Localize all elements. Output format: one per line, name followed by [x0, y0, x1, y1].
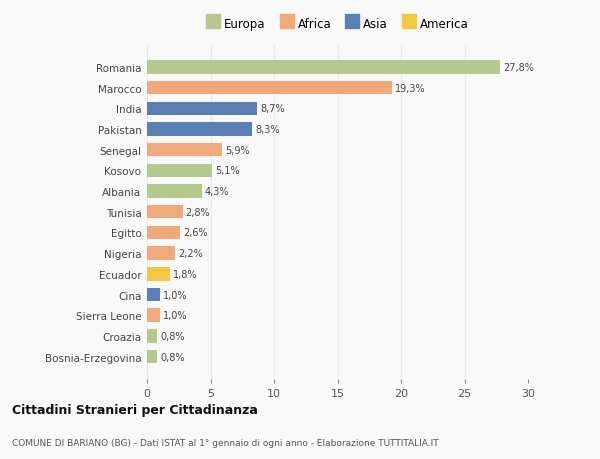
Bar [147, 226, 180, 240]
Bar [147, 82, 392, 95]
Bar [147, 206, 182, 219]
Text: COMUNE DI BARIANO (BG) - Dati ISTAT al 1° gennaio di ogni anno - Elaborazione TU: COMUNE DI BARIANO (BG) - Dati ISTAT al 1… [12, 438, 439, 447]
Bar [147, 309, 160, 322]
Bar [147, 164, 212, 178]
Bar [147, 247, 175, 260]
Text: 1,0%: 1,0% [163, 311, 187, 320]
Bar [147, 144, 222, 157]
Text: 4,3%: 4,3% [205, 187, 229, 196]
Text: 19,3%: 19,3% [395, 84, 426, 93]
Bar [147, 102, 257, 116]
Text: 5,1%: 5,1% [215, 166, 239, 176]
Text: 2,2%: 2,2% [178, 249, 203, 258]
Bar [147, 185, 202, 198]
Bar [147, 330, 157, 343]
Text: 0,8%: 0,8% [160, 331, 185, 341]
Legend: Europa, Africa, Asia, America: Europa, Africa, Asia, America [204, 16, 471, 34]
Text: 5,9%: 5,9% [225, 146, 250, 155]
Text: Cittadini Stranieri per Cittadinanza: Cittadini Stranieri per Cittadinanza [12, 403, 258, 416]
Text: 8,3%: 8,3% [256, 125, 280, 134]
Text: 2,6%: 2,6% [183, 228, 208, 238]
Text: 2,8%: 2,8% [186, 207, 211, 217]
Bar [147, 61, 500, 74]
Bar [147, 288, 160, 302]
Text: 1,8%: 1,8% [173, 269, 197, 279]
Text: 27,8%: 27,8% [503, 63, 534, 73]
Bar [147, 350, 157, 364]
Bar [147, 123, 253, 136]
Text: 8,7%: 8,7% [260, 104, 285, 114]
Bar [147, 268, 170, 281]
Text: 1,0%: 1,0% [163, 290, 187, 300]
Text: 0,8%: 0,8% [160, 352, 185, 362]
